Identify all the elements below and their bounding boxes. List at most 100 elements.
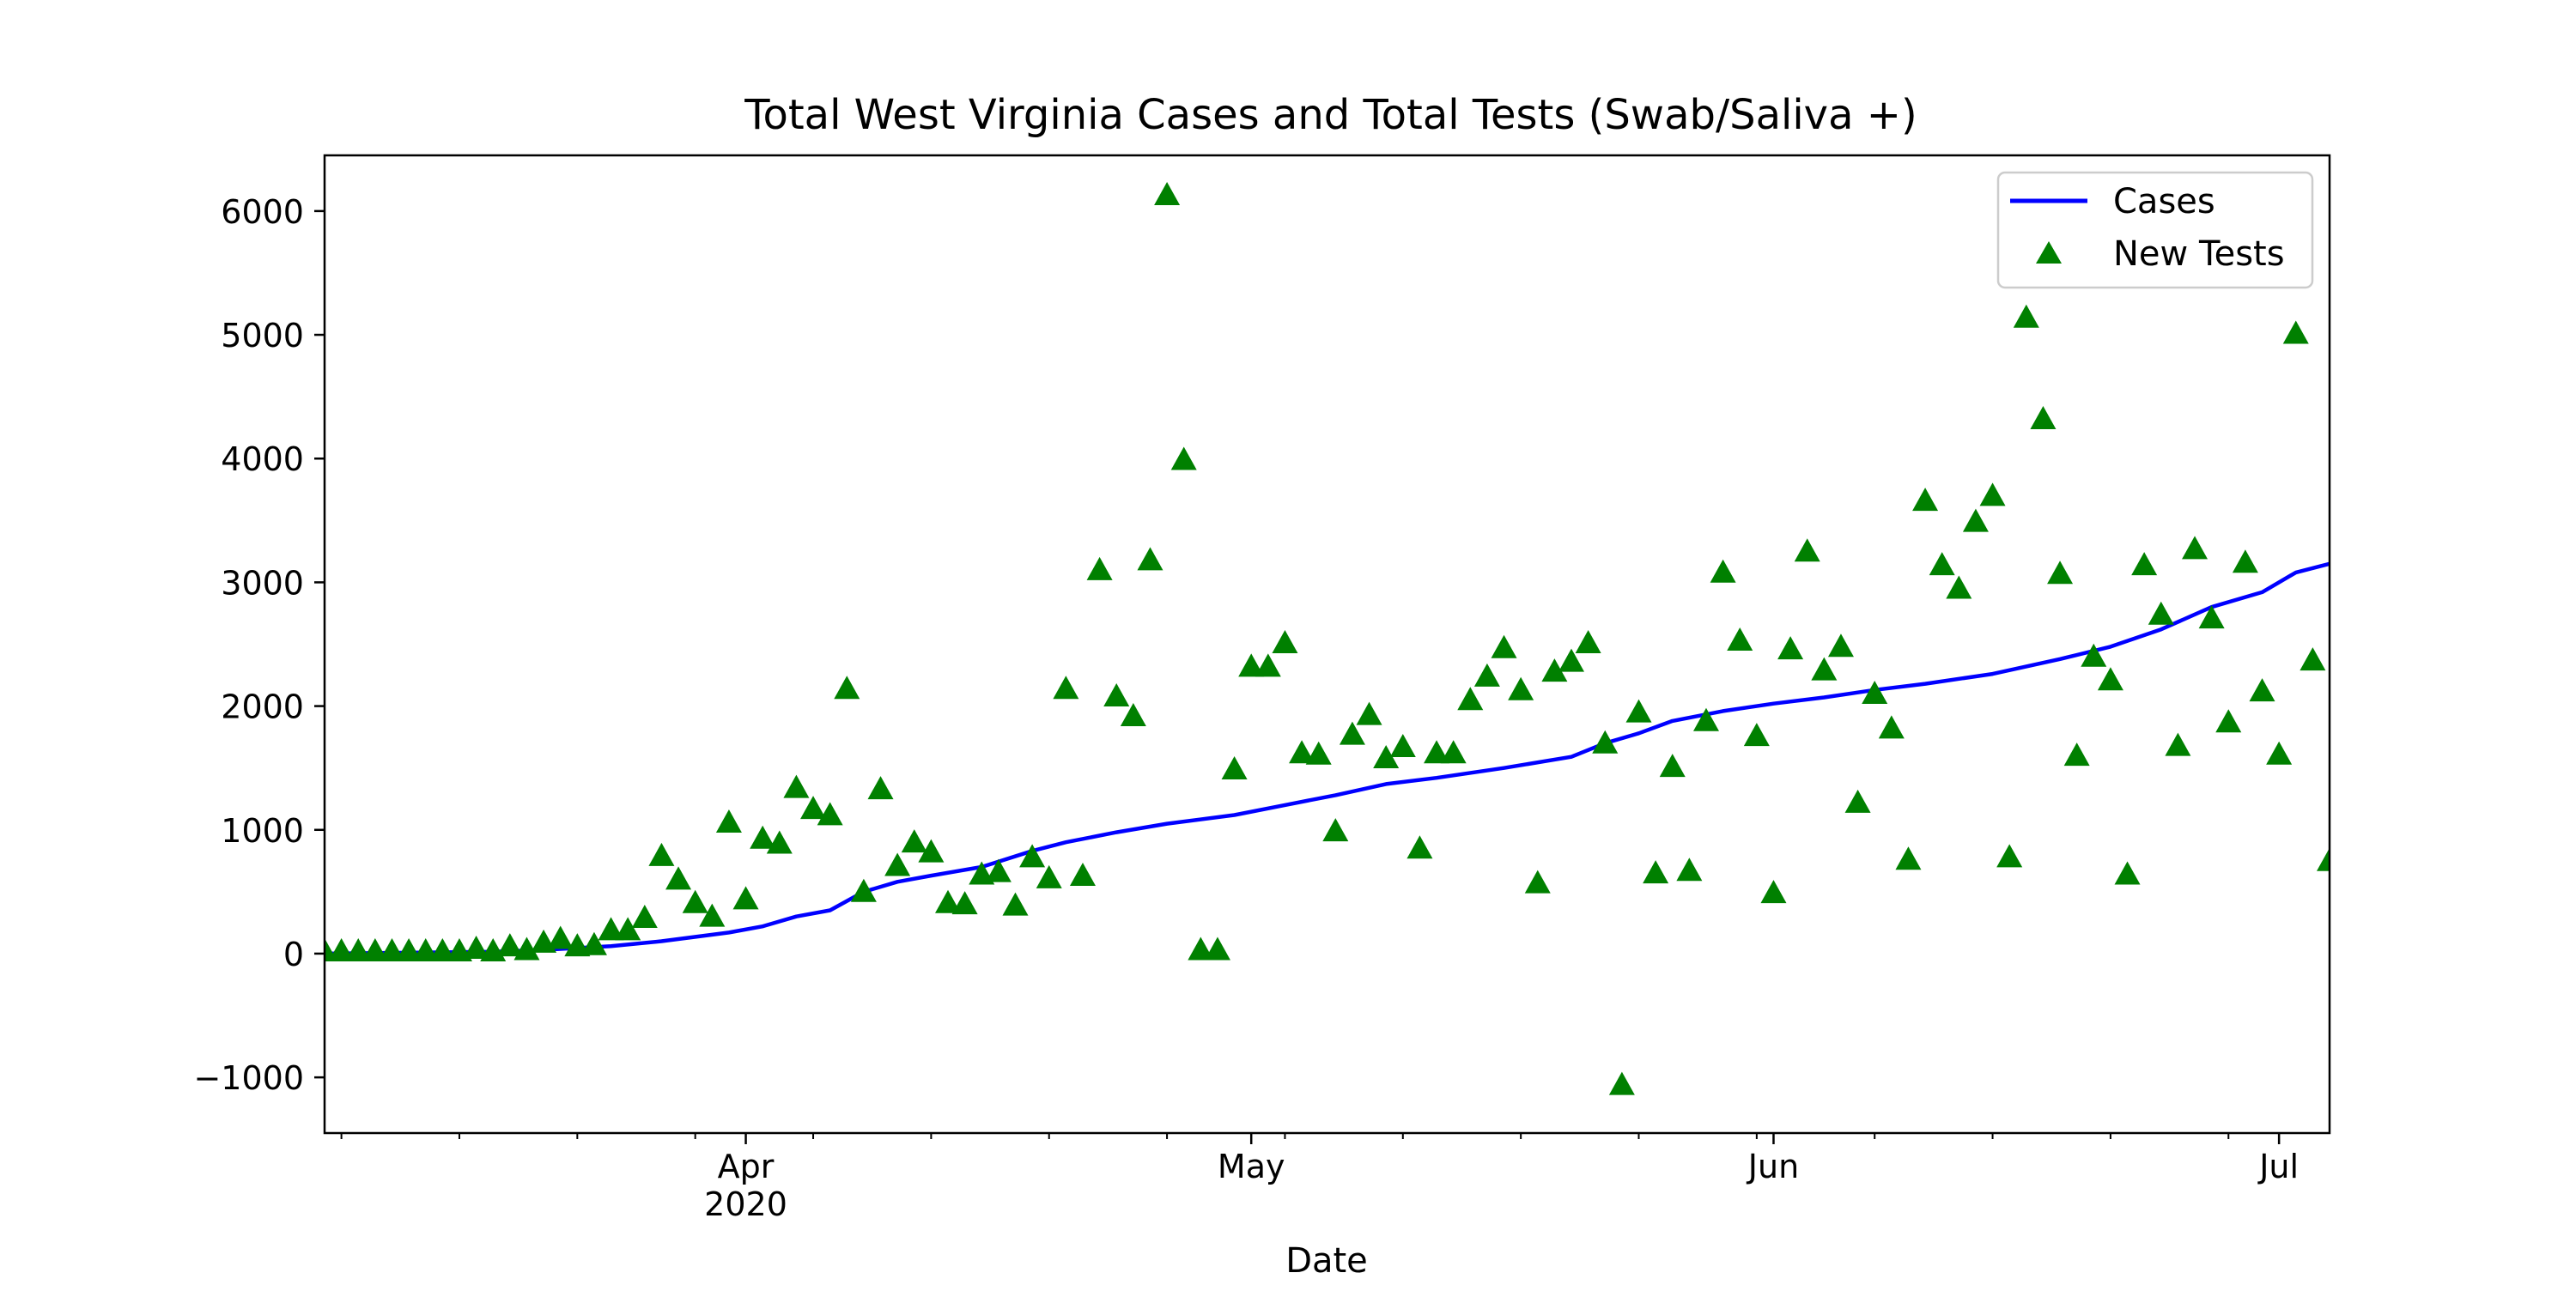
new-tests-marker	[1508, 676, 1534, 700]
new-tests-marker	[1322, 818, 1349, 842]
new-tests-marker	[1424, 740, 1450, 764]
new-tests-marker	[901, 829, 927, 853]
new-tests-marker	[732, 886, 759, 910]
cases-line	[325, 561, 2330, 956]
y-tick-label: 4000	[221, 440, 304, 478]
new-tests-marker	[1811, 657, 1838, 681]
chart-title: Total West Virginia Cases and Total Test…	[744, 91, 1917, 139]
new-tests-marker	[1473, 663, 1500, 687]
new-tests-marker	[715, 809, 742, 833]
new-tests-marker	[1625, 699, 1652, 723]
new-tests-marker	[1895, 846, 1922, 870]
new-tests-marker	[1238, 653, 1265, 677]
new-tests-marker	[918, 839, 945, 863]
y-axis: −1000 0 1000 2000 3000 4000 5000 6000	[193, 193, 325, 1097]
new-tests-marker	[2215, 709, 2242, 733]
new-tests-marker	[1878, 715, 1905, 739]
new-tests-marker	[615, 917, 641, 941]
plot-area	[325, 182, 2330, 1095]
new-tests-marker	[2165, 732, 2191, 756]
new-tests-marker	[2063, 742, 2090, 767]
new-tests-marker	[1979, 482, 2006, 506]
new-tests-marker	[1221, 756, 1248, 780]
new-tests-marker	[2249, 678, 2275, 702]
new-tests-marker	[834, 676, 860, 700]
new-tests-marker	[1743, 723, 1770, 747]
new-tests-marker	[850, 878, 877, 902]
new-tests-marker	[1103, 682, 1130, 706]
new-tests-marker	[1710, 559, 1736, 583]
new-tests-marker	[1373, 745, 1400, 769]
new-tests-marker	[1356, 701, 1382, 725]
new-tests-marker	[2182, 536, 2208, 560]
new-tests-marker	[1608, 1071, 1635, 1095]
new-tests-marker	[648, 842, 675, 866]
new-tests-marker	[2030, 405, 2057, 429]
new-tests-marker	[2198, 605, 2225, 629]
new-tests-marker	[1305, 741, 1332, 765]
new-tests-marker	[396, 937, 422, 961]
new-tests-marker	[1659, 754, 1686, 778]
new-tests-marker	[935, 889, 962, 913]
new-tests-marker	[665, 866, 692, 890]
x-axis-label: Date	[1285, 1241, 1368, 1281]
new-tests-marker	[1036, 864, 1062, 888]
new-tests-marker	[1912, 488, 1939, 512]
new-tests-marker	[345, 937, 372, 961]
new-tests-marker	[1491, 634, 1517, 658]
new-tests-marker	[783, 774, 810, 798]
new-tests-marker	[1996, 844, 2023, 868]
new-tests-marker	[1643, 860, 1669, 884]
new-tests-marker	[631, 905, 658, 929]
new-tests-marker	[580, 931, 607, 955]
new-tests-marker	[1524, 870, 1551, 894]
new-tests-marker	[1692, 707, 1719, 731]
new-tests-marker	[817, 802, 843, 826]
new-tests-marker	[1069, 862, 1096, 886]
new-tests-marker	[1389, 734, 1416, 758]
new-tests-marker	[1255, 653, 1281, 677]
new-tests-marker	[1154, 182, 1181, 206]
new-tests-marker	[2300, 647, 2326, 671]
new-tests-marker	[1862, 681, 1888, 705]
new-tests-marker	[1188, 936, 1214, 961]
new-tests-marker	[699, 903, 726, 927]
new-tests-marker	[1541, 658, 1568, 682]
new-tests-marker	[1844, 789, 1871, 813]
new-tests-marker	[1170, 446, 1197, 470]
new-tests-marker	[1339, 721, 1365, 745]
plot-frame	[323, 154, 2331, 1135]
x-tick-sublabel: 2020	[704, 1185, 787, 1223]
new-tests-marker	[1929, 552, 1955, 576]
new-tests-marker	[1204, 936, 1230, 961]
new-tests-marker	[2047, 561, 2074, 585]
legend-new-tests-triangle-icon	[2036, 241, 2062, 264]
new-tests-marker	[2131, 552, 2158, 576]
new-tests-marker	[496, 933, 523, 957]
y-tick-label: 1000	[221, 812, 304, 850]
new-tests-marker	[1440, 740, 1467, 764]
x-tick-label: May	[1218, 1148, 1285, 1185]
new-tests-marker	[766, 830, 793, 854]
legend-new-tests-label: New Tests	[2113, 234, 2285, 274]
new-tests-marker	[379, 937, 405, 961]
new-tests-marker	[1794, 538, 1820, 562]
new-tests-marker	[884, 852, 911, 876]
new-tests-marker	[1406, 835, 1433, 859]
new-tests-marker	[1457, 687, 1484, 711]
x-tick-label: Apr	[718, 1148, 775, 1185]
new-tests-marker	[429, 937, 456, 961]
new-tests-marker	[1575, 629, 1601, 653]
new-tests-marker	[1053, 676, 1079, 700]
new-tests-marker	[2266, 741, 2293, 765]
new-tests-marker	[1289, 740, 1315, 764]
legend: Cases New Tests	[1996, 171, 2314, 289]
new-tests-marker	[985, 858, 1012, 882]
new-tests-marker	[1086, 556, 1113, 580]
new-tests-marker	[513, 936, 540, 961]
new-tests-marker	[1727, 627, 1753, 652]
new-tests-marker	[463, 936, 489, 960]
new-tests-marker	[2148, 601, 2174, 625]
